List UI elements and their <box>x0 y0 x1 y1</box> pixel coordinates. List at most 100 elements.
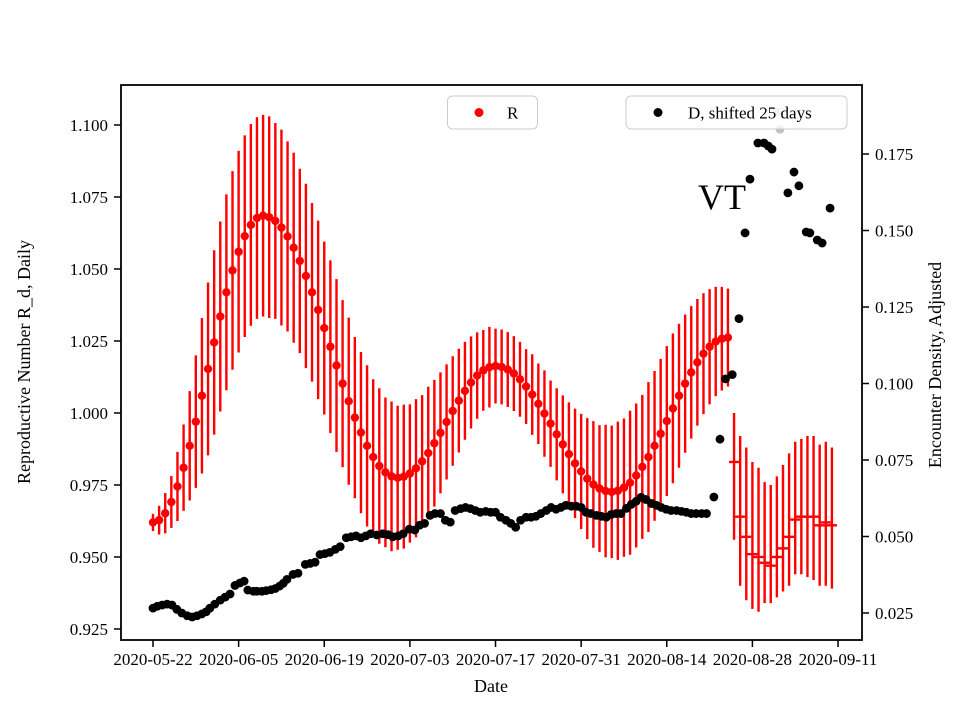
d-point <box>721 374 730 384</box>
r-point <box>491 361 500 371</box>
d-point <box>616 509 626 518</box>
r-point <box>173 482 182 491</box>
plot-frame <box>120 84 863 641</box>
r-point <box>558 440 567 449</box>
d-point <box>445 517 455 527</box>
r-point <box>240 231 249 241</box>
r-point <box>283 232 292 241</box>
y-left-tick-label: 0.975 <box>70 476 108 495</box>
r-point <box>509 369 519 378</box>
d-point <box>239 576 249 586</box>
d-point <box>817 238 827 248</box>
d-point <box>282 574 292 584</box>
r-point <box>381 468 390 477</box>
legend-r-label: R <box>507 104 519 123</box>
r-projection-bars <box>729 413 837 612</box>
r-point <box>638 462 647 472</box>
y-left-tick-label: 1.025 <box>70 332 108 351</box>
x-axis-ticks: 2020-05-22 2020-06-05 2020-06-19 2020-07-03… <box>113 640 877 669</box>
y-axis-left-label: Reproductive Number R_d, Daily <box>14 240 34 484</box>
r-point <box>564 449 574 459</box>
r-point <box>277 223 286 232</box>
r-point <box>521 382 531 391</box>
y-right-tick-label: 0.125 <box>875 298 913 317</box>
legend-r-box <box>447 95 538 130</box>
d-point <box>789 167 799 177</box>
r-point <box>332 361 341 370</box>
r-point <box>289 243 298 252</box>
r-point <box>436 428 445 438</box>
r-point <box>515 375 525 384</box>
y-left-tick-label: 1.000 <box>70 404 108 423</box>
state-annotation: VT <box>698 177 746 217</box>
d-point <box>727 370 737 380</box>
r-point <box>680 379 690 388</box>
legend-d-label: D, shifted 25 days <box>688 104 812 123</box>
y-right-tick-label: 0.100 <box>875 375 913 394</box>
r-point <box>197 391 207 400</box>
r-point <box>167 497 176 507</box>
r-point <box>687 368 696 377</box>
y-right-tick-label: 0.075 <box>875 451 913 470</box>
r-point <box>228 266 237 275</box>
r-point <box>368 452 378 462</box>
r-point <box>424 448 433 458</box>
r-point <box>631 471 641 480</box>
d-point <box>398 529 408 539</box>
r-point <box>454 396 464 405</box>
x-tick-label: 2020-09-11 <box>799 650 878 669</box>
x-tick-label: 2020-06-05 <box>199 650 278 669</box>
r-point <box>570 459 580 468</box>
r-point <box>540 409 549 418</box>
y-axis-left-ticks: 1.100 1.075 1.050 1.025 1.000 0.975 0.950 0.925 <box>70 116 121 639</box>
y-right-tick-label: 0.150 <box>875 222 913 241</box>
d-point <box>310 557 320 567</box>
r-point <box>656 429 665 438</box>
r-point <box>668 404 678 413</box>
d-point <box>511 522 521 532</box>
r-point <box>601 486 610 496</box>
r-point <box>528 390 537 399</box>
r-point <box>723 333 733 342</box>
r-point <box>705 342 714 351</box>
r-point <box>356 428 366 437</box>
d-point <box>740 228 750 238</box>
r-point <box>472 371 482 380</box>
r-point <box>209 338 219 347</box>
r-point <box>375 461 384 471</box>
d-point <box>436 509 445 518</box>
d-point <box>225 589 235 599</box>
x-tick-label: 2020-05-22 <box>113 650 192 669</box>
d-point <box>335 542 345 551</box>
x-axis-label: Date <box>474 676 508 696</box>
legend-d-box <box>625 95 848 130</box>
d-point <box>745 174 755 184</box>
r-point <box>662 416 671 426</box>
d-point <box>715 434 725 444</box>
x-tick-label: 2020-08-14 <box>627 650 707 669</box>
r-point <box>693 358 702 367</box>
r-point <box>203 364 213 374</box>
r-point <box>405 469 415 478</box>
x-tick-label: 2020-07-31 <box>541 650 620 669</box>
r-point <box>619 483 629 492</box>
r-point <box>625 478 635 487</box>
r-point <box>344 396 353 406</box>
r-point <box>583 474 592 483</box>
r-point <box>295 256 304 266</box>
d-point <box>709 492 719 502</box>
y-left-tick-label: 1.100 <box>70 116 108 135</box>
y-right-tick-label: 0.175 <box>875 145 913 164</box>
r-point <box>466 378 476 387</box>
r-point <box>320 323 329 333</box>
y-left-tick-label: 1.075 <box>70 188 108 207</box>
r-point <box>179 463 188 472</box>
r-point <box>589 480 598 489</box>
r-point <box>313 305 323 315</box>
r-point <box>265 212 274 222</box>
r-point <box>246 220 256 230</box>
legend-r-marker-icon <box>474 108 484 117</box>
x-tick-label: 2020-07-17 <box>456 650 536 669</box>
r-point <box>576 467 586 476</box>
